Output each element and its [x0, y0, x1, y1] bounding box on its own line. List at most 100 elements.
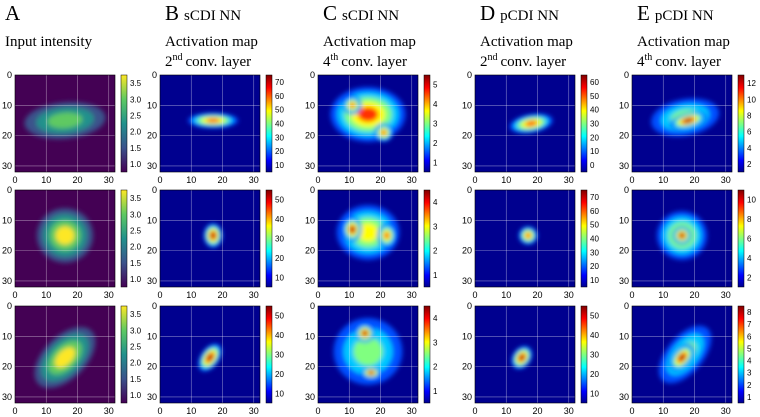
panel-subtitle: pCDI NN [655, 8, 714, 24]
x-tick-label: 30 [407, 406, 417, 416]
x-tick-label: 20 [532, 406, 542, 416]
colorbar-tick-label: 1 [433, 271, 438, 280]
colorbar-tick-label: 3 [747, 369, 752, 378]
y-tick-label: 0 [467, 185, 472, 195]
y-tick-label: 30 [462, 392, 472, 402]
layer-number: 4 [323, 54, 331, 70]
y-tick-label: 20 [2, 362, 12, 372]
colorbar [120, 305, 128, 404]
heatmap-image [318, 190, 418, 287]
y-tick-label: 30 [462, 161, 472, 171]
heatmap-image [15, 75, 115, 172]
panel-letter: C [323, 1, 337, 25]
colorbar-tick-label: 10 [275, 273, 284, 282]
colorbar-tick-label: 4 [433, 198, 438, 207]
heatmap-image [632, 190, 732, 287]
blob [525, 120, 538, 127]
heatmap-frame [317, 305, 419, 404]
x-tick-label: 0 [315, 175, 320, 185]
colorbar-tick-label: 4 [433, 314, 438, 323]
colorbar-tick-label: 7 [747, 320, 752, 329]
panel-subtitle: pCDI NN [500, 8, 559, 24]
y-tick-label: 10 [2, 331, 12, 341]
heatmap-frame [14, 74, 116, 173]
x-tick-label: 30 [249, 290, 259, 300]
heatmap-frame [474, 305, 576, 404]
x-tick-label: 0 [157, 175, 162, 185]
x-tick-label: 0 [12, 406, 17, 416]
colorbar-tick-label: 4 [747, 254, 752, 263]
heatmap-frame [159, 305, 261, 404]
y-tick-label: 20 [147, 131, 157, 141]
colorbar-tick-label: 4 [433, 100, 438, 109]
heatmap-image [632, 306, 732, 403]
y-tick-label: 20 [305, 131, 315, 141]
colorbar-tick-label: 3.0 [130, 326, 142, 335]
colorbar-tick-label: 40 [275, 215, 284, 224]
colorbar-tick-label: 6 [747, 332, 752, 341]
y-tick-label: 30 [619, 276, 629, 286]
heatmap-image [15, 190, 115, 287]
y-tick-label: 0 [624, 301, 629, 311]
colorbar-tick-label: 40 [275, 331, 284, 340]
colorbar-tick-label: 3 [433, 120, 438, 129]
blob [55, 226, 75, 245]
colorbar [580, 305, 588, 404]
y-tick-label: 20 [305, 246, 315, 256]
x-tick-label: 20 [217, 290, 227, 300]
x-tick-label: 0 [315, 290, 320, 300]
heatmap: 0 0 10 10 20 20 30 30 1 2 3 4 5 [305, 70, 438, 185]
colorbar-tick-label: 60 [590, 207, 599, 216]
x-tick-label: 20 [689, 290, 699, 300]
x-tick-label: 0 [629, 290, 634, 300]
colorbar-tick-label: 8 [747, 111, 752, 120]
heatmap-frame [474, 74, 576, 173]
heatmap-frame [631, 189, 733, 288]
x-tick-label: 30 [104, 406, 114, 416]
y-tick-label: 10 [619, 331, 629, 341]
x-tick-label: 20 [689, 406, 699, 416]
layer-text: conv. layer [186, 54, 252, 70]
blob [357, 223, 379, 242]
y-tick-label: 20 [619, 131, 629, 141]
heatmap-frame [317, 74, 419, 173]
panel-title: Activation map [165, 34, 258, 50]
colorbar-tick-label: 50 [590, 92, 599, 101]
heatmap: 0 0 10 10 20 20 30 30 1.0 1.5 2.0 2.5 3.0 3.5 [2, 70, 142, 185]
colorbar [423, 74, 431, 173]
heatmap-image [15, 306, 115, 403]
x-tick-label: 20 [72, 290, 82, 300]
colorbar-tick-label: 1 [433, 158, 438, 167]
y-tick-label: 10 [2, 100, 12, 110]
x-tick-label: 30 [564, 406, 574, 416]
y-tick-label: 30 [2, 161, 12, 171]
blob [210, 232, 216, 239]
x-tick-label: 20 [72, 406, 82, 416]
x-tick-label: 30 [407, 290, 417, 300]
blobs [518, 226, 538, 245]
heatmap: 0 0 10 10 20 20 30 30 1 2 3 4 [305, 185, 438, 300]
y-tick-label: 10 [619, 100, 629, 110]
y-tick-label: 0 [624, 70, 629, 80]
heatmap-image [475, 75, 575, 172]
x-tick-label: 10 [658, 406, 668, 416]
x-tick-label: 10 [658, 175, 668, 185]
heatmap-frame [631, 305, 733, 404]
colorbar-tick-label: 5 [747, 344, 752, 353]
x-tick-label: 10 [41, 406, 51, 416]
colorbar-tick-label: 30 [275, 351, 284, 360]
layer-suffix: nd [173, 52, 183, 63]
x-tick-label: 10 [501, 406, 511, 416]
blobs [188, 112, 239, 129]
x-tick-label: 30 [564, 175, 574, 185]
heatmap: 0 0 10 10 20 20 30 30 1 2 3 4 5 6 7 8 [619, 301, 752, 416]
heatmap-frame [159, 189, 261, 288]
y-tick-label: 0 [7, 301, 12, 311]
heatmap-image [632, 75, 732, 172]
blob [350, 226, 355, 233]
y-tick-label: 0 [152, 70, 157, 80]
y-tick-label: 30 [619, 392, 629, 402]
y-tick-label: 30 [147, 161, 157, 171]
